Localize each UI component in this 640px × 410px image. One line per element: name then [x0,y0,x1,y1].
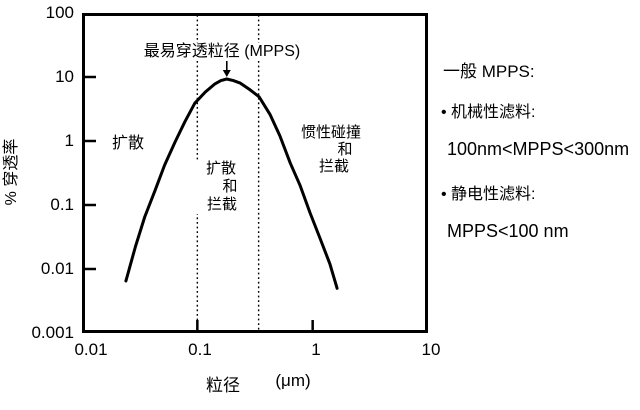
region-label-line: 拦截 [206,196,237,213]
y-axis-title: % 穿透率 [3,138,20,206]
side-panel-item-mechanical: • 机械性滤料: [441,104,536,121]
mpps-annotation: 最易穿透粒径 (MPPS) [122,43,322,61]
region-label-line: 惯性碰撞 [300,124,361,141]
region-label-line: 和 [337,141,353,158]
side-panel-title: 一般 MPPS: [443,62,535,81]
plot-border [82,13,428,333]
region-label-impaction-and-interception: 惯性碰撞 和 拦截 [296,124,366,175]
region-label-line: 扩散 [205,160,236,177]
region-label-line: 和 [222,178,238,195]
penetration-curve [124,77,339,290]
y-tick-label: 0.01 [40,259,74,278]
x-tick-label: 0.1 [188,340,212,359]
region-label-line: 扩散 [111,135,144,152]
y-tick-label: 100 [45,3,74,22]
y-tick-label: 0.001 [31,323,74,342]
region-label-diffusion-and-interception: 扩散 和 拦截 [196,160,246,214]
y-tick-label: 0.1 [50,195,74,214]
region-label-line: 拦截 [318,158,349,175]
x-axis-unit: (μm) [275,371,311,390]
region-label-diffusion: 扩散 [108,129,148,153]
x-tick-label: 1 [311,340,321,359]
side-panel-item-electrostatic: • 静电性滤料: [441,186,536,203]
side-panel-value-mechanical: 100nm<MPPS<300nm [447,139,630,159]
y-tick-label: 10 [55,67,74,86]
x-tick-label: 10 [421,340,441,359]
y-tick-label: 1 [64,131,74,150]
x-axis-title: 粒径 [206,376,240,395]
x-tick-label: 0.01 [74,340,108,359]
side-panel-value-electrostatic: MPPS<100 nm [447,221,569,241]
annotation-arrow-down-icon [222,70,231,78]
